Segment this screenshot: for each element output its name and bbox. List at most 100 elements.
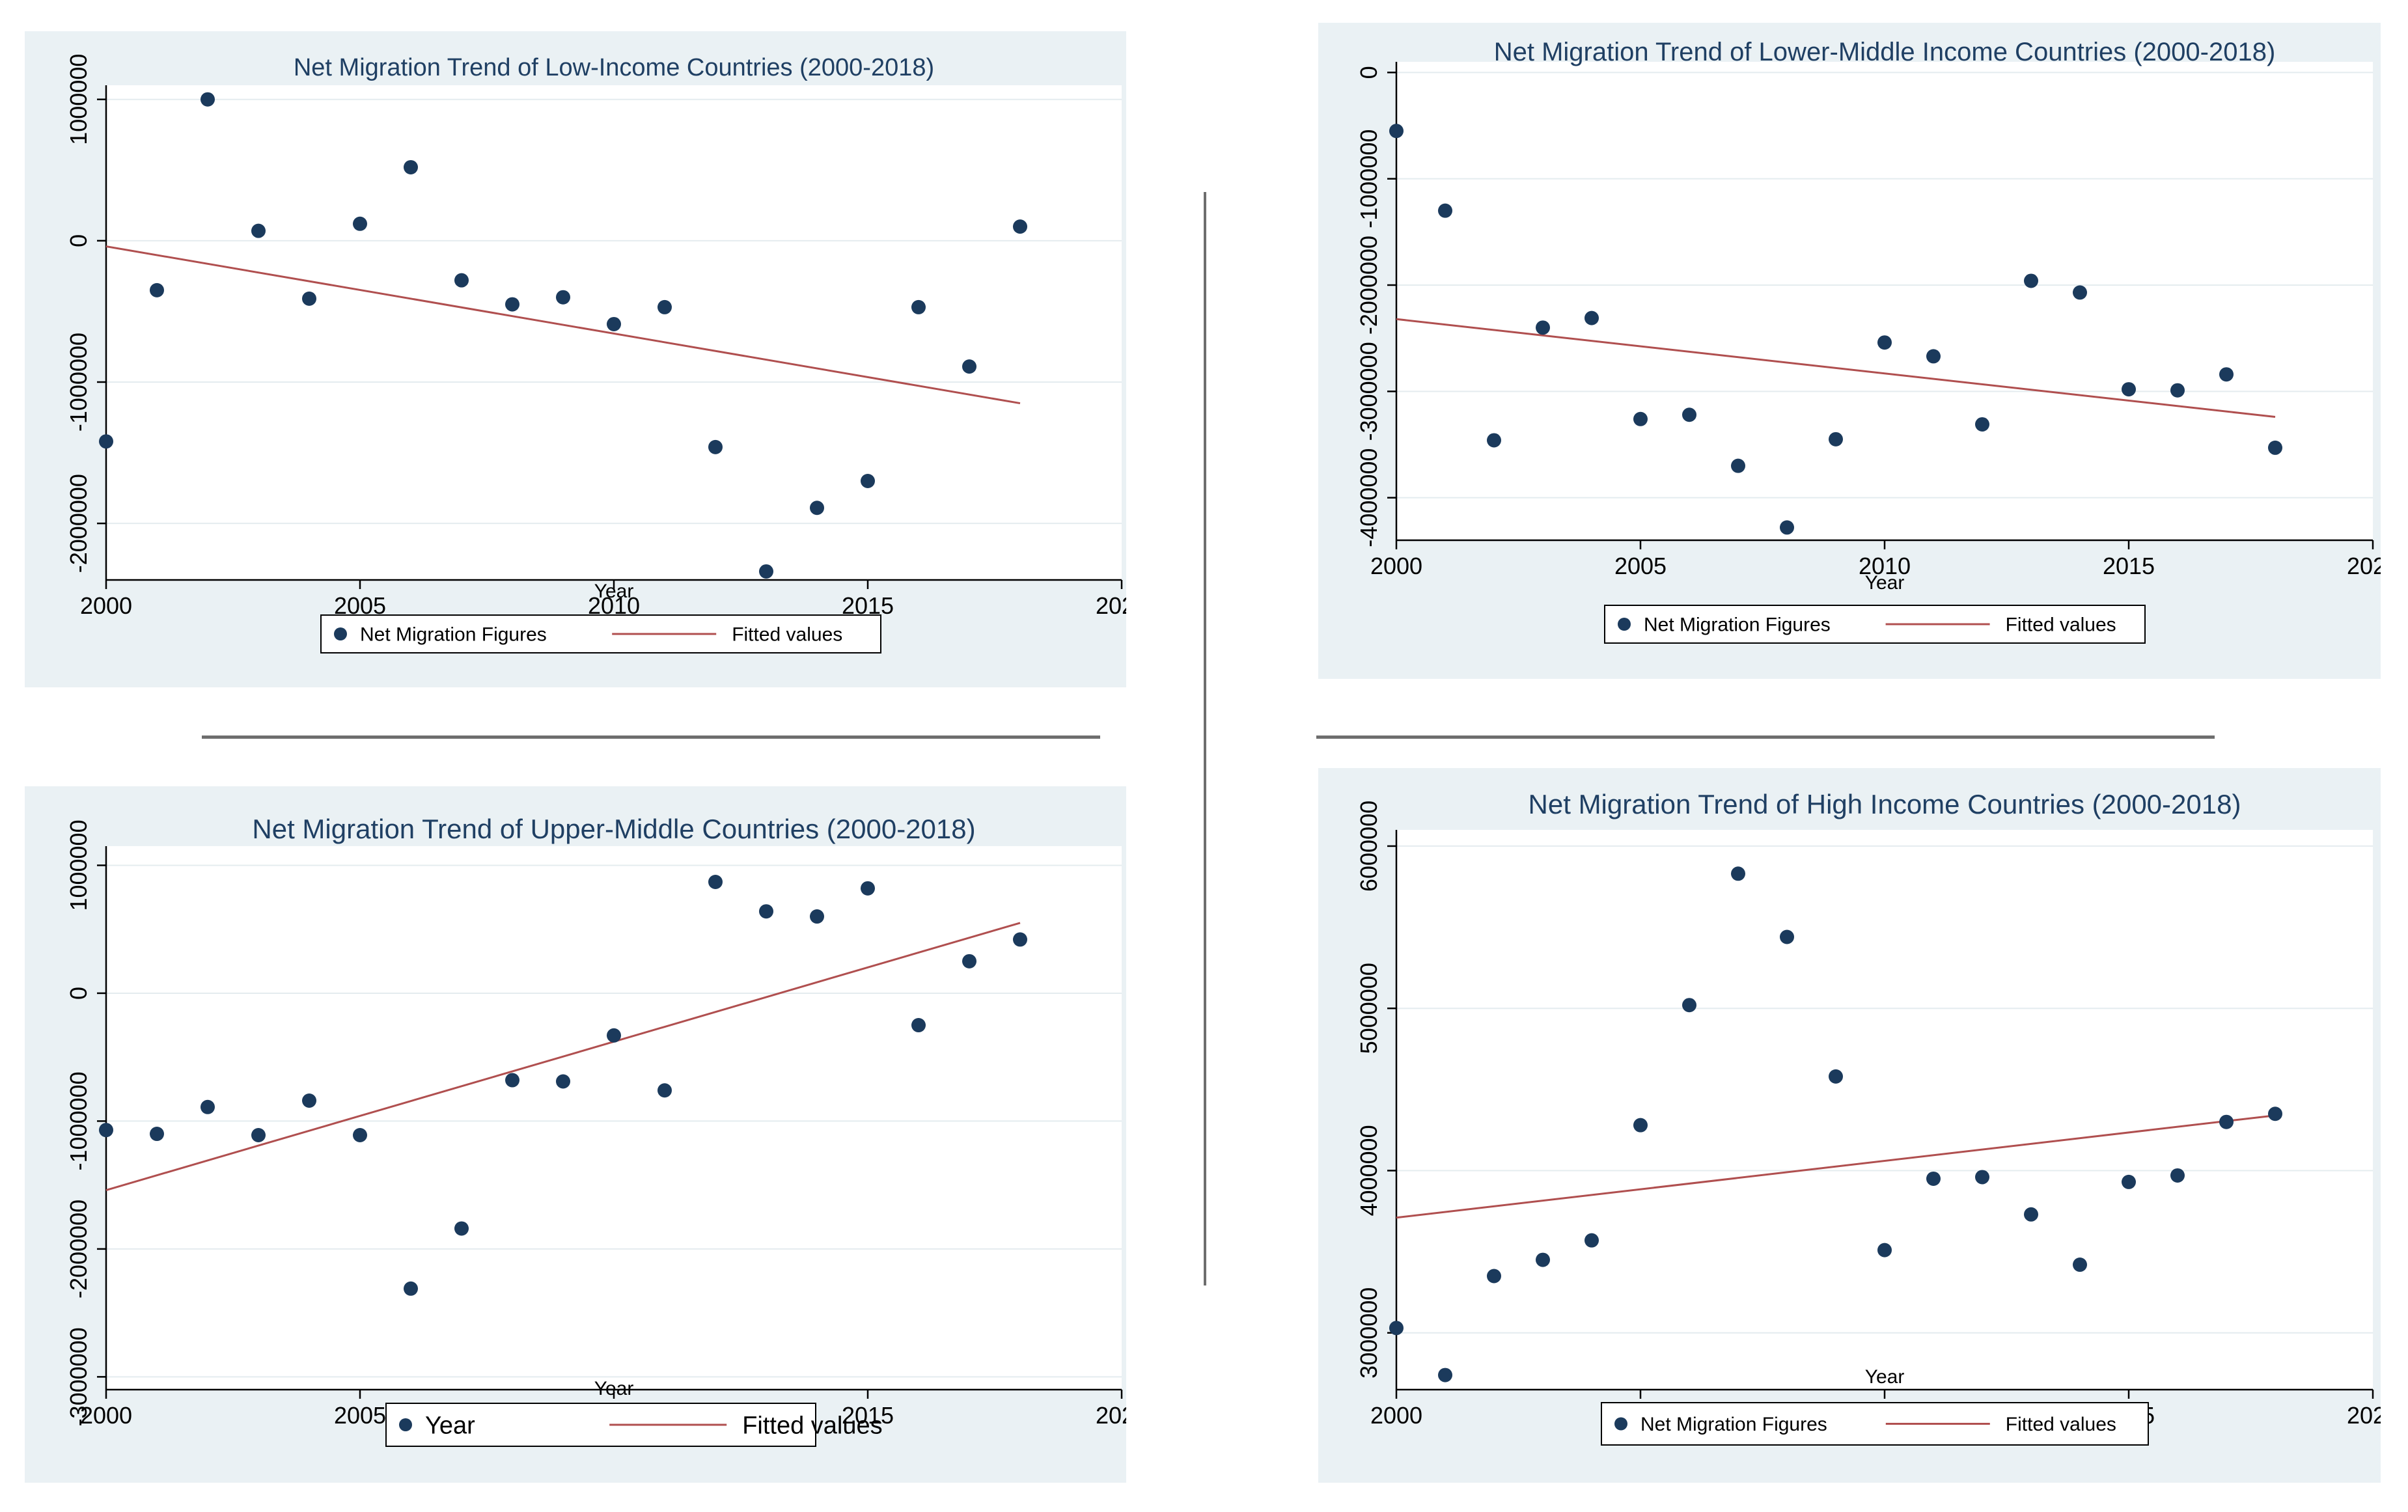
y-tick-label: -3000000	[65, 1327, 92, 1426]
data-point	[353, 216, 367, 231]
data-point	[1013, 219, 1027, 234]
data-point	[2268, 1107, 2282, 1121]
data-point	[2170, 1168, 2185, 1183]
data-point	[2122, 382, 2136, 397]
data-point	[1877, 1243, 1892, 1258]
data-point	[556, 290, 570, 305]
x-tick-label: 2010	[1859, 553, 1911, 579]
data-point	[607, 1028, 621, 1043]
y-tick-label: -1000000	[65, 333, 92, 432]
data-point	[1829, 1069, 1843, 1084]
data-point	[2122, 1174, 2136, 1189]
data-point	[2073, 285, 2087, 300]
y-tick-label: 0	[1355, 66, 1382, 79]
data-point	[1731, 866, 1745, 881]
chart-title: Net Migration Trend of Low-Income Countr…	[294, 54, 934, 81]
data-point	[1013, 932, 1027, 947]
data-point	[251, 1128, 266, 1143]
plot-area	[1396, 62, 2373, 540]
legend-label-fitted: Fitted values	[2006, 614, 2116, 636]
data-point	[1487, 1269, 1501, 1284]
horizontal-separator-right	[1316, 735, 2215, 739]
fitted-line	[1396, 318, 2276, 419]
data-point	[911, 1018, 926, 1033]
data-point	[1585, 1233, 1599, 1248]
data-point	[99, 1123, 113, 1138]
data-point	[1633, 1118, 1648, 1133]
chart-lower-middle-income: 2000 2005 2010 2015 2020 -4000000 -3000000 -200…	[1318, 23, 2381, 679]
chart-title: Net Migration Trend of Upper-Middle Coun…	[252, 814, 975, 844]
data-point	[2268, 440, 2282, 455]
data-point	[1633, 411, 1648, 426]
data-point	[505, 1073, 519, 1088]
data-point	[1389, 124, 1404, 139]
legend-label-scatter: Year	[425, 1412, 475, 1439]
chart-low-income: 20002005201020152020-2000000-10000000100…	[25, 31, 1126, 687]
data-point	[810, 501, 824, 515]
data-point	[1780, 520, 1794, 535]
data-point	[708, 875, 723, 890]
data-point	[556, 1074, 570, 1089]
data-point	[759, 904, 773, 919]
chart-panel-upper-middle-income: 20002005201020152020-3000000-2000000-100…	[25, 786, 1126, 1483]
plot-area	[1396, 830, 2373, 1390]
data-point	[404, 159, 418, 174]
y-tick-label: -3000000	[1355, 342, 1382, 441]
legend-marker-icon	[334, 627, 347, 640]
x-tick-label: 2000	[1370, 553, 1422, 579]
y-tick-label: 0	[65, 987, 92, 1000]
data-point	[1975, 1170, 1989, 1185]
chart-title: Net Migration Trend of Lower-Middle Inco…	[1494, 38, 2276, 66]
data-point	[2170, 383, 2185, 398]
data-point	[861, 881, 875, 896]
data-point	[2219, 1114, 2234, 1129]
legend-box	[385, 1403, 816, 1447]
legend-box	[1604, 605, 2146, 644]
vertical-separator	[1204, 192, 1206, 1285]
data-point	[607, 316, 621, 331]
legend-label-scatter: Net Migration Figures	[1640, 1414, 1827, 1435]
data-point	[962, 954, 976, 969]
chart-title: Net Migration Trend of High Income Count…	[1529, 789, 2241, 819]
legend-label-fitted: Fitted values	[742, 1412, 882, 1439]
data-point	[201, 1099, 215, 1114]
data-point	[1975, 417, 1989, 432]
x-tick-label: 2015	[2103, 553, 2155, 579]
legend-label-fitted: Fitted values	[2006, 1414, 2116, 1435]
data-point	[2219, 367, 2234, 382]
data-point	[1389, 1321, 1404, 1336]
y-tick-label: 5000000	[1355, 963, 1382, 1054]
data-point	[2073, 1258, 2087, 1272]
data-point	[1536, 320, 1550, 335]
y-tick-label: -2000000	[1355, 236, 1382, 335]
data-point	[1731, 458, 1745, 473]
data-point	[759, 564, 773, 579]
y-tick-label: 0	[65, 234, 92, 247]
data-point	[1877, 335, 1892, 350]
y-tick-label: 1000000	[65, 819, 92, 911]
data-point	[302, 291, 316, 306]
y-tick-label: 1000000	[65, 54, 92, 145]
y-tick-label: -2000000	[65, 474, 92, 573]
data-point	[657, 299, 672, 314]
x-tick-label: 2020	[2347, 553, 2381, 579]
data-point	[1438, 203, 1452, 218]
data-point	[302, 1093, 316, 1108]
y-tick-label: 3000000	[1355, 1287, 1382, 1379]
data-point	[1926, 349, 1941, 364]
data-point	[911, 299, 926, 314]
x-axis-label: Year	[594, 581, 634, 602]
x-axis-label: Year	[1865, 572, 1905, 594]
y-tick-label: 6000000	[1355, 801, 1382, 892]
data-point	[454, 1221, 469, 1236]
data-point	[404, 1281, 418, 1296]
y-tick-label: -4000000	[1355, 448, 1382, 547]
data-point	[2024, 1207, 2038, 1222]
data-point	[150, 1127, 164, 1142]
y-tick-label: -1000000	[1355, 130, 1382, 228]
data-point	[810, 909, 824, 924]
data-point	[657, 1083, 672, 1098]
chart-panel-high-income: 2000200520102015202030000004000000500000…	[1318, 768, 2381, 1483]
x-tick-label: 2020	[1096, 1402, 1126, 1429]
legend-marker-icon	[399, 1418, 412, 1431]
